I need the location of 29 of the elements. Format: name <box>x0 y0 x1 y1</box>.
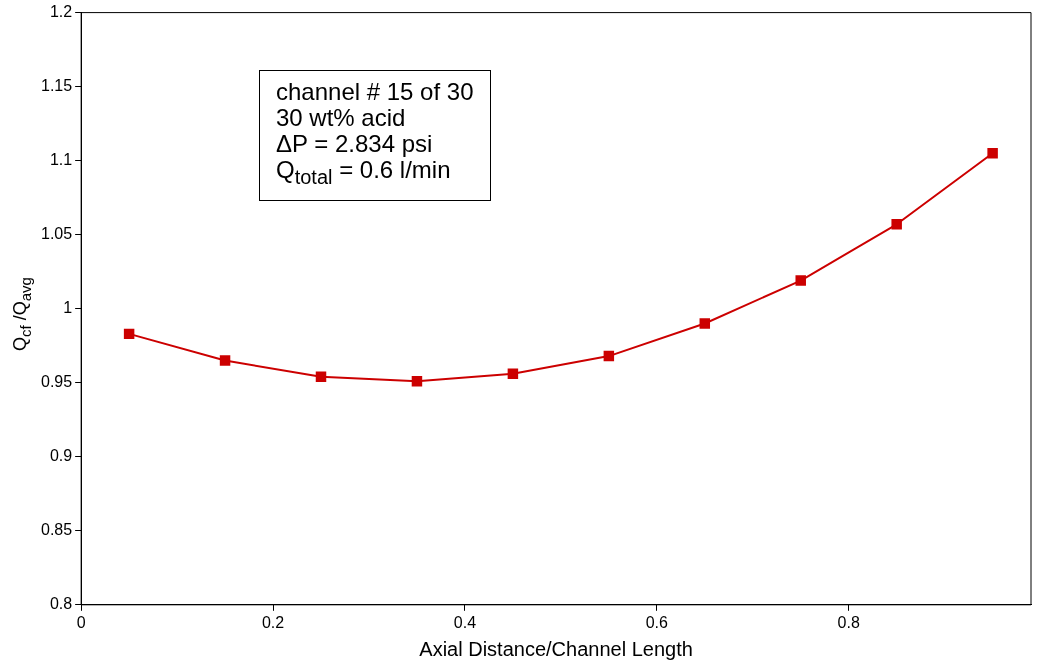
x-tick-label: 0.6 <box>645 613 669 631</box>
point <box>795 275 806 286</box>
x-tick-label: 0.8 <box>837 613 860 631</box>
point <box>603 350 615 362</box>
point <box>699 318 711 329</box>
point <box>987 148 998 159</box>
y-tick-label: 0.8 <box>49 595 73 613</box>
y-tick-label: 0.85 <box>41 521 73 539</box>
annotation: 30 wt% acid <box>276 104 407 131</box>
y-tick-label: 1.05 <box>41 225 73 243</box>
y-tick-label: 1.15 <box>41 77 73 95</box>
point <box>891 219 902 230</box>
annotation: channel # 15 of 30 <box>276 78 474 105</box>
y-tick-label: 1.1 <box>49 151 73 169</box>
y-tick-label: 0.9 <box>49 447 73 465</box>
point <box>219 355 231 366</box>
point <box>507 368 519 380</box>
annotation: ΔP = 2.834 psi <box>276 130 434 157</box>
annotation: Q$_{total}$ = 0.6 l/min <box>276 156 452 190</box>
x-axis-title: Axial Distance/Channel Length <box>419 637 693 660</box>
point <box>315 371 327 383</box>
x-tick-label: 0.4 <box>453 613 477 631</box>
y-tick-label: 1 <box>63 299 73 317</box>
y-tick-label: 1.2 <box>49 3 73 21</box>
point <box>123 328 135 340</box>
x-tick-label: 0.2 <box>261 613 285 631</box>
y-tick-label: 0.95 <box>41 373 73 391</box>
x-tick-label: 0 <box>76 613 86 631</box>
point <box>411 376 423 387</box>
